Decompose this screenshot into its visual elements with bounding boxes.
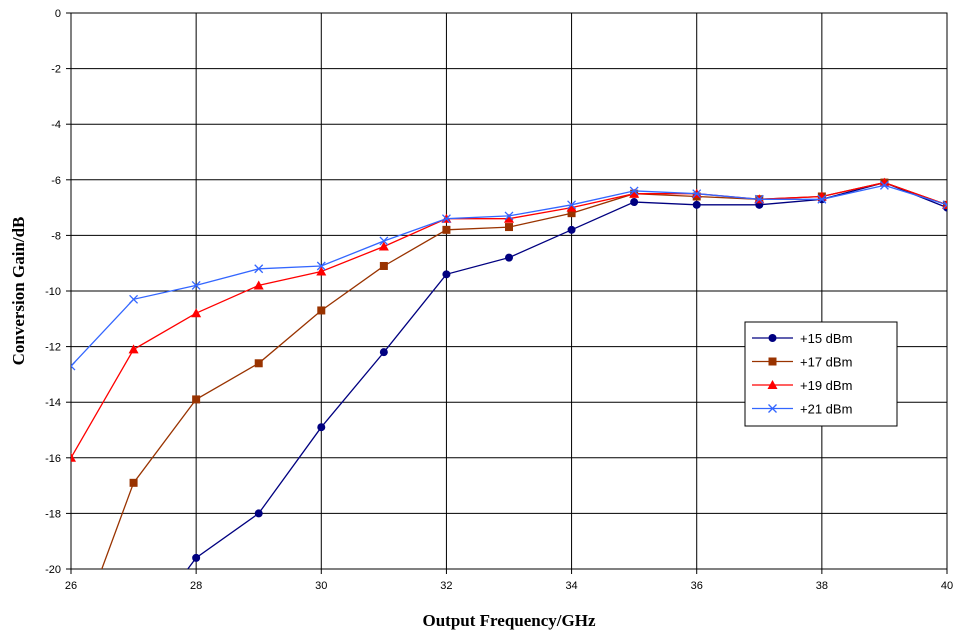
data-point xyxy=(504,211,514,221)
legend-entry: +17 dBm xyxy=(752,355,852,370)
series-line xyxy=(186,181,947,569)
data-point xyxy=(128,344,139,354)
legend-label: +15 dBm xyxy=(800,331,852,346)
data-point xyxy=(71,452,76,462)
data-point xyxy=(692,189,702,199)
data-point xyxy=(378,241,389,251)
data-point xyxy=(379,348,388,357)
y-tick-label: -12 xyxy=(45,342,61,354)
data-point xyxy=(629,188,640,198)
data-point xyxy=(754,194,764,204)
x-tick-label: 34 xyxy=(565,580,577,592)
data-point xyxy=(567,209,576,218)
data-point xyxy=(253,280,264,290)
data-point xyxy=(316,261,326,271)
data-point xyxy=(505,223,513,232)
x-tick-label: 38 xyxy=(816,580,828,592)
x-tick-label: 40 xyxy=(941,580,953,592)
y-tick-label: -10 xyxy=(45,286,61,298)
legend-marker xyxy=(768,357,777,366)
legend-label: +21 dBm xyxy=(800,402,852,417)
legend: +15 dBm +17 dBm +19 dBm +21 dBm xyxy=(744,321,898,427)
data-point xyxy=(129,478,138,487)
y-axis-title: Conversion Gain/dB xyxy=(9,217,28,366)
legend-entry: +21 dBm xyxy=(752,402,852,417)
data-point xyxy=(254,264,264,274)
data-point xyxy=(317,306,326,315)
y-tick-label: -4 xyxy=(51,119,61,131)
data-point xyxy=(566,202,577,212)
data-point xyxy=(316,266,327,276)
legend-label: +19 dBm xyxy=(800,378,852,393)
x-tick-label: 26 xyxy=(65,580,77,592)
y-tick-label: -2 xyxy=(51,64,61,76)
data-point xyxy=(879,177,890,187)
x-tick-label: 28 xyxy=(190,580,202,592)
y-tick-label: 0 xyxy=(55,8,61,20)
legend-label: +17 dBm xyxy=(800,355,852,370)
data-point xyxy=(254,359,263,368)
x-axis-ticks: 26 28 30 32 34 36 38 40 xyxy=(65,569,953,592)
data-point xyxy=(567,225,576,234)
data-point xyxy=(191,280,201,290)
data-point xyxy=(817,194,827,204)
y-tick-label: -20 xyxy=(45,564,61,576)
data-point xyxy=(192,395,201,404)
data-point xyxy=(442,270,451,279)
data-point xyxy=(505,253,513,262)
data-point xyxy=(942,200,947,210)
y-tick-label: -6 xyxy=(51,175,61,187)
data-point xyxy=(71,361,76,371)
data-point xyxy=(379,236,389,246)
legend-entry: +19 dBm xyxy=(752,378,852,393)
data-point xyxy=(441,214,451,224)
y-tick-label: -14 xyxy=(45,397,61,409)
x-tick-label: 36 xyxy=(691,580,703,592)
y-tick-label: -18 xyxy=(45,508,61,520)
data-point xyxy=(630,198,639,207)
y-tick-label: -16 xyxy=(45,453,61,465)
legend-marker xyxy=(767,380,778,389)
data-point xyxy=(317,423,326,432)
data-point xyxy=(692,200,701,209)
data-point xyxy=(192,553,201,562)
y-axis-ticks: 0 -2 -4 -6 -8 -10 -12 -14 -16 -18 -20 xyxy=(45,8,71,576)
data-point xyxy=(504,213,514,223)
legend-marker xyxy=(768,404,777,413)
x-axis-title: Output Frequency/GHz xyxy=(423,611,596,630)
x-tick-label: 32 xyxy=(440,580,452,592)
data-point xyxy=(129,294,139,304)
data-point xyxy=(191,308,202,318)
data-point xyxy=(629,186,639,196)
data-point xyxy=(254,509,263,518)
legend-entry: +15 dBm xyxy=(752,331,852,346)
data-point xyxy=(879,180,889,190)
data-point xyxy=(442,225,451,234)
series-3 xyxy=(71,180,947,371)
series-layer xyxy=(71,177,947,569)
x-tick-label: 30 xyxy=(315,580,327,592)
y-tick-label: -8 xyxy=(51,230,61,242)
data-point xyxy=(567,200,577,210)
data-point xyxy=(379,261,388,270)
legend-marker xyxy=(768,334,777,342)
